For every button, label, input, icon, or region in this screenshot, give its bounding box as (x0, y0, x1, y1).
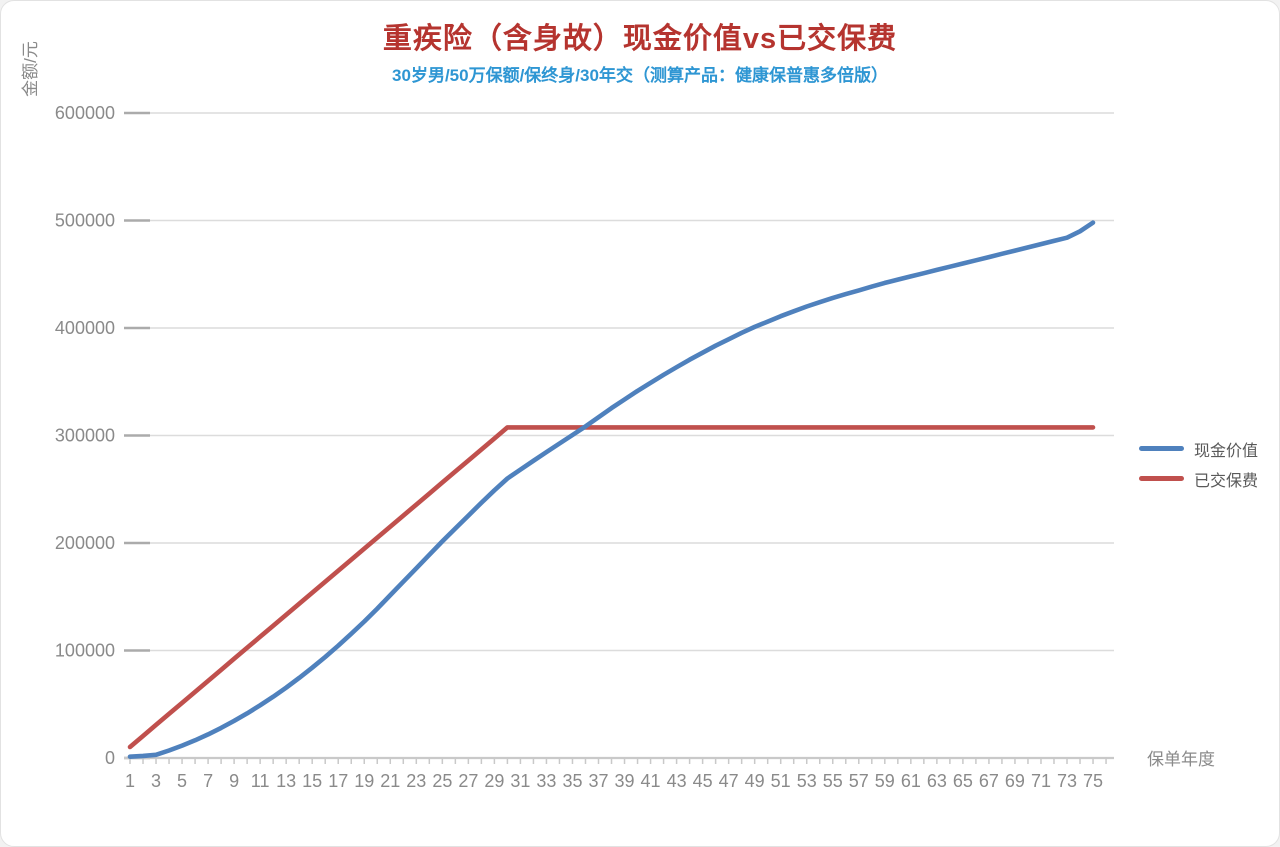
svg-text:63: 63 (927, 771, 947, 791)
svg-text:11: 11 (251, 771, 270, 791)
legend-swatch-paid-premium (1139, 476, 1184, 481)
svg-text:23: 23 (406, 771, 426, 791)
svg-text:59: 59 (875, 771, 895, 791)
svg-text:3: 3 (151, 771, 161, 791)
svg-text:31: 31 (510, 771, 530, 791)
svg-text:7: 7 (203, 771, 213, 791)
legend-item-cash-value: 现金价值 (1139, 438, 1259, 460)
svg-text:9: 9 (229, 771, 239, 791)
x-axis (124, 756, 1114, 764)
svg-text:29: 29 (484, 771, 504, 791)
svg-text:1: 1 (125, 771, 135, 791)
svg-text:39: 39 (615, 771, 635, 791)
legend: 现金价值 已交保费 (1139, 438, 1259, 490)
svg-text:61: 61 (901, 771, 921, 791)
svg-text:49: 49 (745, 771, 765, 791)
svg-text:57: 57 (849, 771, 869, 791)
svg-text:47: 47 (719, 771, 739, 791)
svg-text:71: 71 (1031, 771, 1051, 791)
svg-text:73: 73 (1057, 771, 1077, 791)
legend-item-paid-premium: 已交保费 (1139, 468, 1259, 490)
svg-text:100000: 100000 (55, 641, 115, 661)
svg-text:67: 67 (979, 771, 999, 791)
svg-text:600000: 600000 (55, 103, 115, 123)
y-axis-labels: 0 100000 200000 300000 400000 500000 600000 (55, 103, 115, 768)
svg-text:45: 45 (693, 771, 713, 791)
chart-title: 重疾险（含身故）现金价值vs已交保费 (382, 23, 898, 55)
x-axis-labels: 1 3 5 7 9 11 13 15 17 19 21 23 25 27 29 31 33 35 37 39 41 43 4… (125, 771, 1103, 791)
svg-text:53: 53 (797, 771, 817, 791)
svg-text:19: 19 (354, 771, 374, 791)
svg-text:43: 43 (667, 771, 687, 791)
svg-text:55: 55 (823, 771, 843, 791)
chart-subtitle: 30岁男/50万保额/保终身/30年交（测算产品：健康保普惠多倍版） (392, 66, 888, 85)
svg-text:35: 35 (562, 771, 582, 791)
svg-text:69: 69 (1005, 771, 1025, 791)
svg-text:200000: 200000 (55, 533, 115, 553)
svg-text:21: 21 (380, 771, 400, 791)
svg-text:75: 75 (1083, 771, 1103, 791)
svg-text:37: 37 (588, 771, 608, 791)
svg-text:13: 13 (276, 771, 296, 791)
svg-text:15: 15 (302, 771, 322, 791)
svg-text:0: 0 (105, 748, 115, 768)
gridlines (124, 111, 1114, 760)
x-axis-title: 保单年度 (1147, 750, 1215, 769)
series-line-paid-premium (127, 425, 1096, 750)
svg-text:300000: 300000 (55, 426, 115, 446)
svg-text:25: 25 (432, 771, 452, 791)
svg-text:65: 65 (953, 771, 973, 791)
svg-text:5: 5 (177, 771, 187, 791)
svg-text:400000: 400000 (55, 318, 115, 338)
svg-text:500000: 500000 (55, 211, 115, 231)
svg-text:17: 17 (328, 771, 348, 791)
svg-text:41: 41 (641, 771, 661, 791)
svg-text:27: 27 (458, 771, 478, 791)
svg-text:51: 51 (771, 771, 791, 791)
legend-label-paid-premium: 已交保费 (1194, 472, 1259, 490)
series-line-cash-value (127, 220, 1096, 760)
legend-label-cash-value: 现金价值 (1194, 442, 1259, 460)
legend-swatch-cash-value (1139, 446, 1184, 451)
svg-text:33: 33 (536, 771, 556, 791)
